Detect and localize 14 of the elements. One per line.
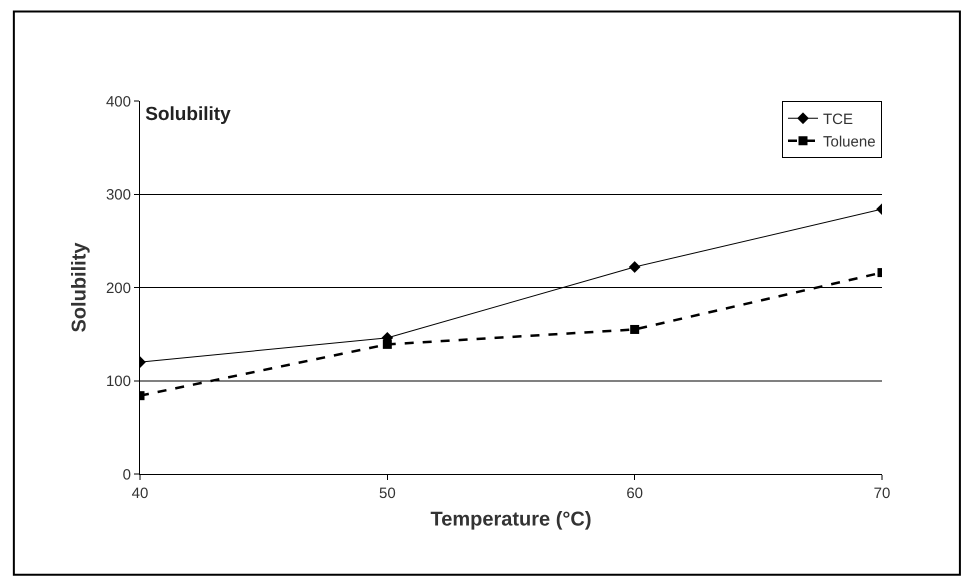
y-tick-label: 200	[106, 280, 131, 297]
y-tick-label: 0	[122, 466, 131, 484]
legend-label: TCE	[823, 111, 853, 128]
y-tick-label: 100	[106, 373, 131, 390]
x-tick-label: 50	[378, 485, 396, 502]
y-axis-title: Solubility	[68, 242, 90, 332]
x-tick-label: 40	[132, 485, 148, 502]
x-axis-title: Temperature (°C)	[430, 508, 592, 530]
y-tick-label: 300	[106, 186, 131, 204]
x-tick-label: 70	[874, 485, 890, 502]
x-tick-label: 60	[626, 485, 644, 502]
y-tick-label: 400	[106, 93, 131, 110]
chart-title: Solubility	[145, 104, 232, 125]
legend-label: Toluene	[823, 134, 876, 151]
